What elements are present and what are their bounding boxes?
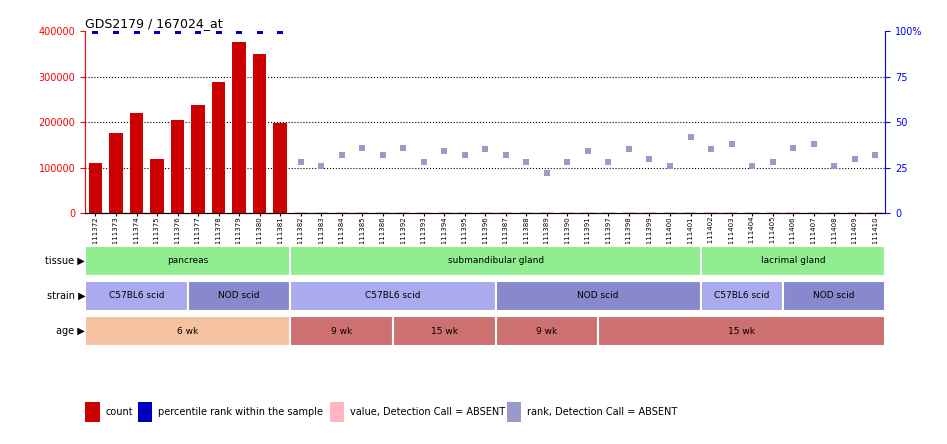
FancyBboxPatch shape — [701, 281, 783, 311]
Text: tissue ▶: tissue ▶ — [45, 256, 85, 266]
Bar — [438, 212, 451, 213]
Bar — [314, 212, 328, 213]
Text: NOD scid: NOD scid — [578, 291, 619, 301]
Bar — [294, 212, 308, 213]
Bar — [355, 212, 369, 213]
FancyBboxPatch shape — [291, 246, 701, 276]
Bar — [705, 212, 718, 213]
Bar — [848, 212, 862, 213]
Bar — [684, 212, 697, 213]
Bar — [138, 402, 152, 422]
FancyBboxPatch shape — [291, 316, 393, 346]
Bar — [807, 212, 820, 213]
Bar — [601, 212, 616, 213]
Bar — [766, 212, 779, 213]
Text: lacrimal gland: lacrimal gland — [760, 256, 826, 266]
FancyBboxPatch shape — [783, 281, 885, 311]
Text: percentile rank within the sample: percentile rank within the sample — [158, 407, 323, 417]
Bar — [786, 212, 800, 213]
Text: C57BL6 scid: C57BL6 scid — [366, 291, 420, 301]
FancyBboxPatch shape — [85, 246, 291, 276]
FancyBboxPatch shape — [85, 316, 291, 346]
Bar — [151, 159, 164, 213]
Text: NOD scid: NOD scid — [219, 291, 259, 301]
Bar — [458, 212, 472, 213]
Bar — [253, 54, 266, 213]
Bar — [581, 212, 595, 213]
Text: strain ▶: strain ▶ — [46, 291, 85, 301]
Bar — [130, 113, 143, 213]
Bar — [89, 163, 102, 213]
Bar — [478, 212, 492, 213]
Text: count: count — [105, 407, 133, 417]
Text: 15 wk: 15 wk — [431, 326, 457, 336]
Bar — [335, 212, 348, 213]
Text: 9 wk: 9 wk — [536, 326, 558, 336]
FancyBboxPatch shape — [393, 316, 495, 346]
Bar — [109, 134, 123, 213]
Text: value, Detection Call = ABSENT: value, Detection Call = ABSENT — [349, 407, 505, 417]
Text: C57BL6 scid: C57BL6 scid — [714, 291, 770, 301]
Bar — [417, 212, 431, 213]
Text: GDS2179 / 167024_at: GDS2179 / 167024_at — [85, 17, 223, 30]
Text: NOD scid: NOD scid — [813, 291, 855, 301]
Text: rank, Detection Call = ABSENT: rank, Detection Call = ABSENT — [527, 407, 677, 417]
Bar — [520, 212, 533, 213]
Bar — [191, 105, 205, 213]
FancyBboxPatch shape — [85, 281, 188, 311]
FancyBboxPatch shape — [291, 281, 495, 311]
Bar — [868, 212, 882, 213]
Bar — [507, 402, 521, 422]
Text: 9 wk: 9 wk — [331, 326, 352, 336]
Bar — [663, 212, 677, 213]
FancyBboxPatch shape — [495, 316, 599, 346]
Bar — [170, 120, 185, 213]
FancyBboxPatch shape — [701, 246, 885, 276]
Bar — [330, 402, 344, 422]
Bar — [643, 212, 656, 213]
Bar — [724, 212, 739, 213]
Bar — [274, 123, 287, 213]
Text: 15 wk: 15 wk — [728, 326, 756, 336]
Text: 6 wk: 6 wk — [177, 326, 199, 336]
Bar — [212, 82, 225, 213]
Bar — [828, 212, 841, 213]
Bar — [232, 43, 246, 213]
Text: submandibular gland: submandibular gland — [448, 256, 544, 266]
Bar — [499, 212, 512, 213]
FancyBboxPatch shape — [599, 316, 885, 346]
FancyBboxPatch shape — [188, 281, 291, 311]
Bar — [540, 212, 554, 213]
Bar — [622, 212, 635, 213]
Bar — [561, 212, 574, 213]
Bar — [745, 212, 759, 213]
Bar — [397, 212, 410, 213]
Text: age ▶: age ▶ — [57, 326, 85, 336]
Bar — [376, 212, 389, 213]
Text: pancreas: pancreas — [168, 256, 208, 266]
Bar — [85, 402, 99, 422]
FancyBboxPatch shape — [495, 281, 701, 311]
Text: C57BL6 scid: C57BL6 scid — [109, 291, 164, 301]
